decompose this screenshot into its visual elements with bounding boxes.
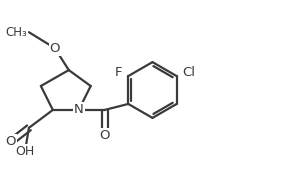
Text: O: O	[100, 129, 110, 142]
Text: N: N	[74, 103, 84, 116]
Text: CH₃: CH₃	[5, 26, 27, 39]
Text: OH: OH	[15, 145, 35, 158]
Text: O: O	[6, 135, 16, 148]
Text: Cl: Cl	[183, 66, 196, 79]
Text: F: F	[115, 66, 122, 79]
Text: O: O	[49, 42, 60, 55]
